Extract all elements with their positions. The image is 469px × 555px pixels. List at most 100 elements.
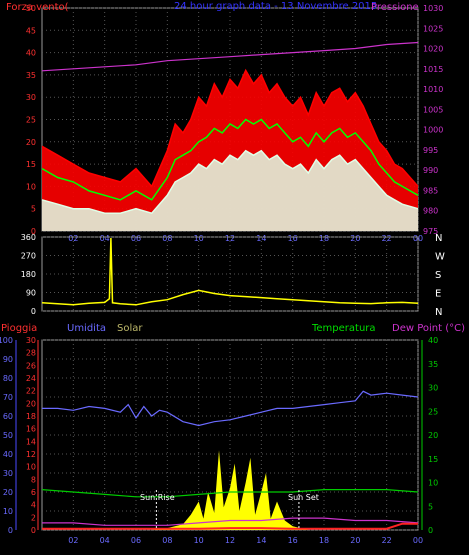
rain-tick-label: 8 — [31, 475, 36, 484]
rain-tick-label: 2 — [31, 513, 36, 522]
temperature-tick-label: 35 — [428, 360, 438, 369]
x-tick-label: 16 — [288, 536, 298, 545]
solar-area — [151, 450, 309, 530]
x-tick-label: 18 — [319, 234, 329, 243]
humidity-tick-label: 100 — [0, 336, 13, 345]
humidity-label: Umidita — [67, 323, 106, 334]
rain-tick-label: 4 — [31, 501, 36, 510]
pressure-tick-label: 980 — [423, 207, 438, 216]
humidity-tick-label: 60 — [3, 412, 13, 421]
pressure-tick-label: 1010 — [423, 85, 443, 94]
x-tick-label: 16 — [288, 234, 298, 243]
rain-tick-label: 24 — [26, 374, 36, 383]
x-tick-label: 10 — [194, 234, 204, 243]
temperature-line — [41, 489, 419, 498]
x-tick-label: 04 — [100, 234, 110, 243]
x-tick-label: 04 — [100, 536, 110, 545]
rain-line — [42, 522, 418, 530]
rain-tick-label: 22 — [26, 387, 36, 396]
direction-plot-grid — [42, 236, 419, 312]
x-tick-label: 18 — [319, 536, 329, 545]
pressure-tick-label: 1020 — [423, 45, 443, 54]
rain-humidity-temp-chart: 0102030405060708090100024681012141618202… — [0, 323, 465, 545]
rain-tick-label: 20 — [26, 399, 36, 408]
temperature-tick-label: 20 — [428, 431, 438, 440]
pressure-tick-label: 1000 — [423, 126, 443, 135]
direction-tick-label: 0 — [31, 307, 36, 316]
rain-tick-label: 0 — [31, 526, 36, 535]
pressure-tick-label: 995 — [423, 146, 438, 155]
chart-title: 24 hour graph data - 13 Novembre 2015 — [174, 1, 377, 12]
rain-tick-label: 26 — [26, 361, 36, 370]
rain-plot-ticks: 0102030405060708090100024681012141618202… — [0, 336, 438, 545]
compass-label: E — [435, 289, 441, 300]
wind-plot-series — [41, 41, 419, 232]
x-tick-label: 08 — [162, 234, 172, 243]
temperature-tick-label: 5 — [428, 502, 433, 511]
rain-tick-label: 12 — [26, 450, 36, 459]
series-line — [41, 41, 419, 72]
compass-label: N — [435, 307, 442, 318]
wind-tick-label: 30 — [26, 93, 36, 102]
temperature-tick-label: 25 — [428, 407, 438, 416]
sunrise-annotation: Sun Rise — [140, 493, 175, 502]
humidity-tick-label: 30 — [3, 469, 13, 478]
wind-tick-label: 20 — [26, 138, 36, 147]
series-area — [42, 150, 418, 231]
rain-tick-label: 18 — [26, 412, 36, 421]
direction-plot-series — [41, 237, 419, 306]
x-tick-label: 20 — [350, 234, 360, 243]
rain-tick-label: 10 — [26, 463, 36, 472]
compass-label: S — [435, 270, 441, 281]
humidity-tick-label: 0 — [8, 526, 13, 535]
direction-line — [41, 237, 419, 306]
wind-tick-label: 10 — [26, 182, 36, 191]
x-tick-label: 06 — [131, 234, 141, 243]
temperature-label: Temperatura — [311, 323, 376, 334]
wind-tick-label: 35 — [26, 71, 36, 80]
temperature-tick-label: 30 — [428, 384, 438, 393]
rain-tick-label: 28 — [26, 349, 36, 358]
compass-label: N — [435, 233, 442, 244]
wind-pressure-chart: 0510152025303540455097598098599099510001… — [6, 1, 443, 243]
humidity-tick-label: 90 — [3, 355, 13, 364]
temperature-tick-label: 10 — [428, 479, 438, 488]
rain-tick-label: 6 — [31, 488, 36, 497]
x-tick-label: 00 — [413, 536, 423, 545]
series-line — [41, 149, 419, 215]
x-tick-label: 12 — [225, 536, 235, 545]
pressure-tick-label: 1005 — [423, 105, 443, 114]
temperature-tick-label: 15 — [428, 455, 438, 464]
wind-tick-label: 50 — [26, 4, 36, 13]
temperature-tick-label: 40 — [428, 336, 438, 345]
x-tick-label: 02 — [68, 536, 78, 545]
sunset-annotation: Sun Set — [288, 493, 319, 502]
humidity-tick-label: 40 — [3, 450, 13, 459]
rain-label: Pioggia — [1, 323, 37, 334]
humidity-tick-label: 10 — [3, 507, 13, 516]
wind-tick-label: 5 — [31, 205, 36, 214]
humidity-tick-label: 50 — [3, 431, 13, 440]
wind-tick-label: 45 — [26, 26, 36, 35]
rain-tick-label: 16 — [26, 425, 36, 434]
humidity-tick-label: 80 — [3, 374, 13, 383]
wind-tick-label: 25 — [26, 116, 36, 125]
x-tick-label: 14 — [256, 234, 266, 243]
pressure-tick-label: 990 — [423, 166, 438, 175]
x-tick-label: 20 — [350, 536, 360, 545]
wind-plot-ticks: 0510152025303540455097598098599099510001… — [26, 4, 444, 243]
wind-tick-label: 40 — [26, 49, 36, 58]
pressure-tick-label: 975 — [423, 227, 438, 236]
x-tick-label: 10 — [194, 536, 204, 545]
pressure-label: Pressione — [371, 2, 419, 13]
x-tick-label: 22 — [382, 234, 392, 243]
direction-tick-label: 270 — [21, 252, 36, 261]
pressure-tick-label: 1030 — [423, 4, 443, 13]
rain-tick-label: 14 — [26, 437, 36, 446]
rain-tick-label: 30 — [26, 336, 36, 345]
series-line — [41, 118, 419, 201]
direction-tick-label: 360 — [21, 233, 36, 242]
